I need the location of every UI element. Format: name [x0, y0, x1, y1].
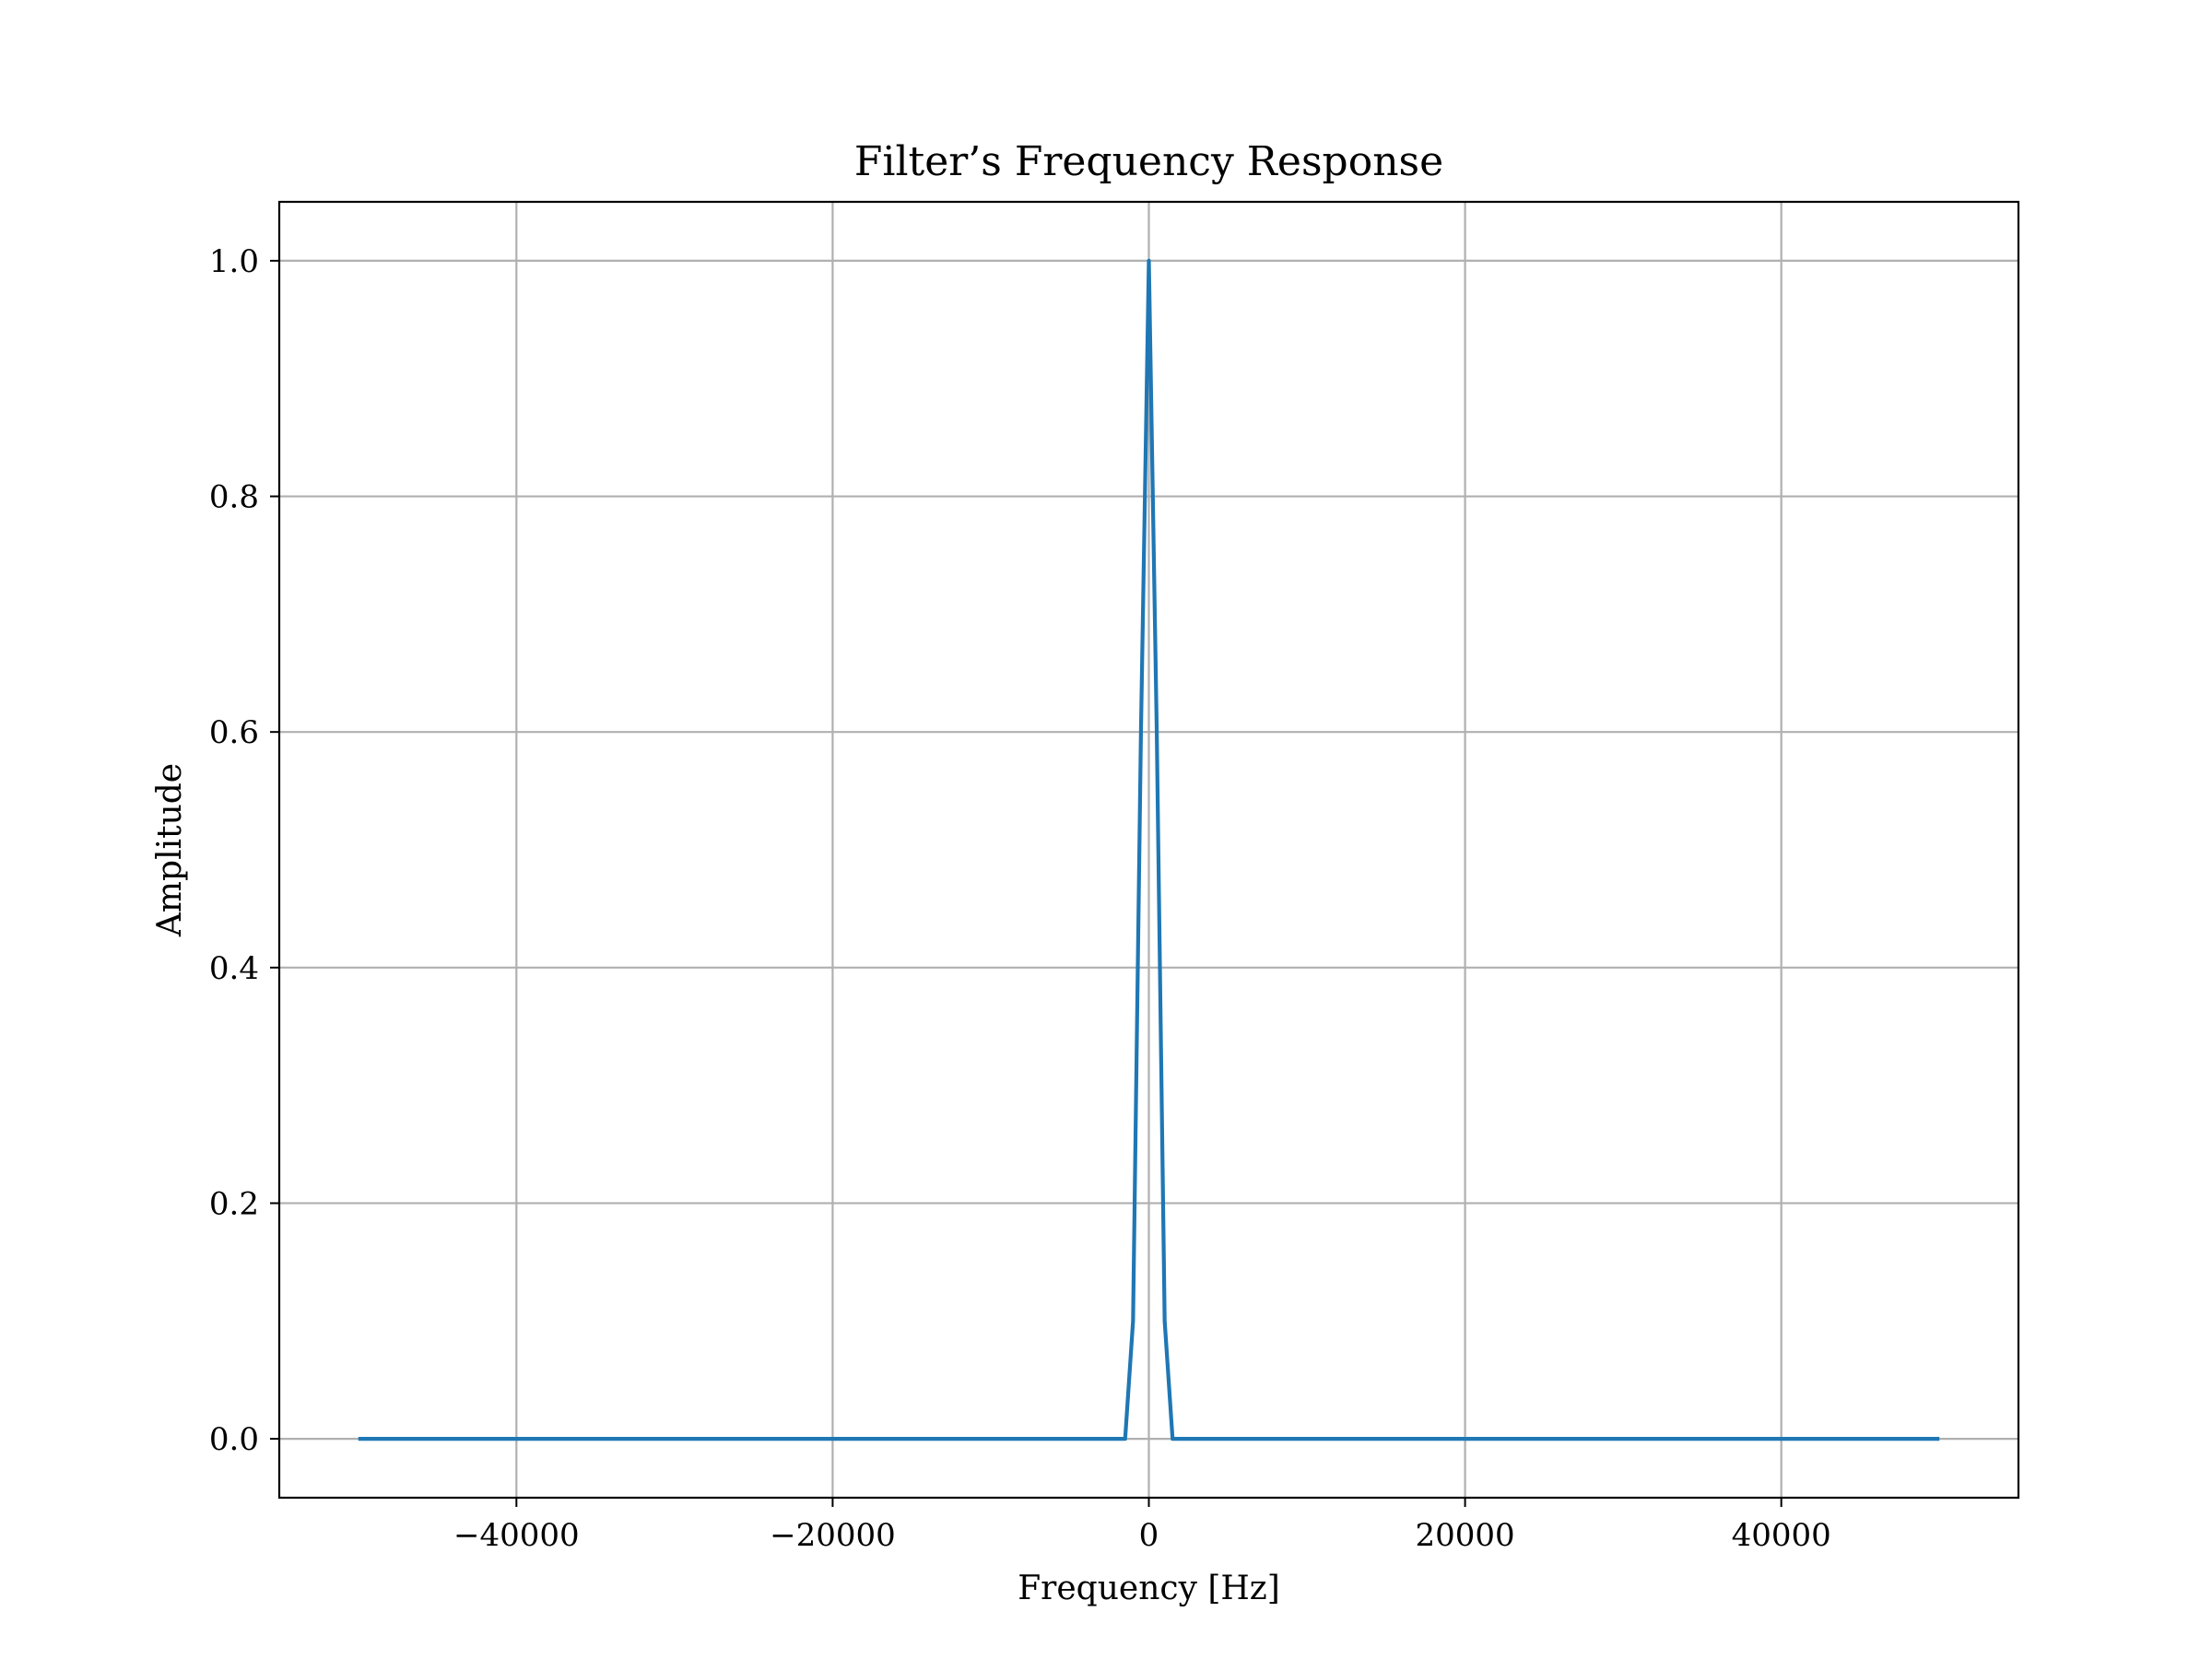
y-tick-label: 0.2	[209, 1185, 259, 1222]
x-tick-label: −40000	[453, 1517, 580, 1554]
chart-title: Filter’s Frequency Response	[854, 138, 1443, 185]
y-tick-label: 0.0	[209, 1421, 259, 1458]
x-tick-label: 20000	[1416, 1517, 1515, 1554]
y-tick-label: 1.0	[209, 243, 259, 280]
y-axis-label: Amplitude	[151, 763, 189, 937]
ticks: −40000 −20000 0 20000 40000 0.0 0.2 0.4 0.6 0.8 1.…	[209, 243, 1831, 1554]
series-layer	[358, 258, 1940, 1441]
y-tick-label: 0.8	[209, 479, 259, 516]
y-tick-label: 0.4	[209, 950, 259, 987]
x-tick-label: −20000	[770, 1517, 896, 1554]
y-tick-label: 0.6	[209, 714, 259, 751]
x-axis-label: Frequency [Hz]	[1018, 1570, 1280, 1607]
series-line	[358, 258, 1940, 1441]
x-tick-label: 0	[1139, 1517, 1159, 1554]
x-tick-label: 40000	[1732, 1517, 1831, 1554]
